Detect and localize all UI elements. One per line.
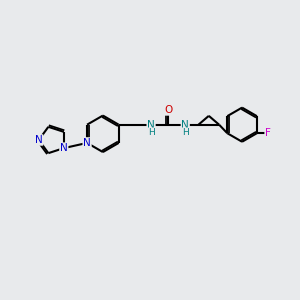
Text: N: N	[35, 135, 43, 145]
Text: H: H	[148, 128, 154, 137]
Text: N: N	[147, 120, 155, 130]
Text: N: N	[182, 120, 189, 130]
Text: N: N	[83, 138, 91, 148]
Text: N: N	[60, 143, 68, 153]
Text: H: H	[182, 128, 189, 137]
Text: F: F	[265, 128, 271, 138]
Text: O: O	[164, 105, 172, 115]
